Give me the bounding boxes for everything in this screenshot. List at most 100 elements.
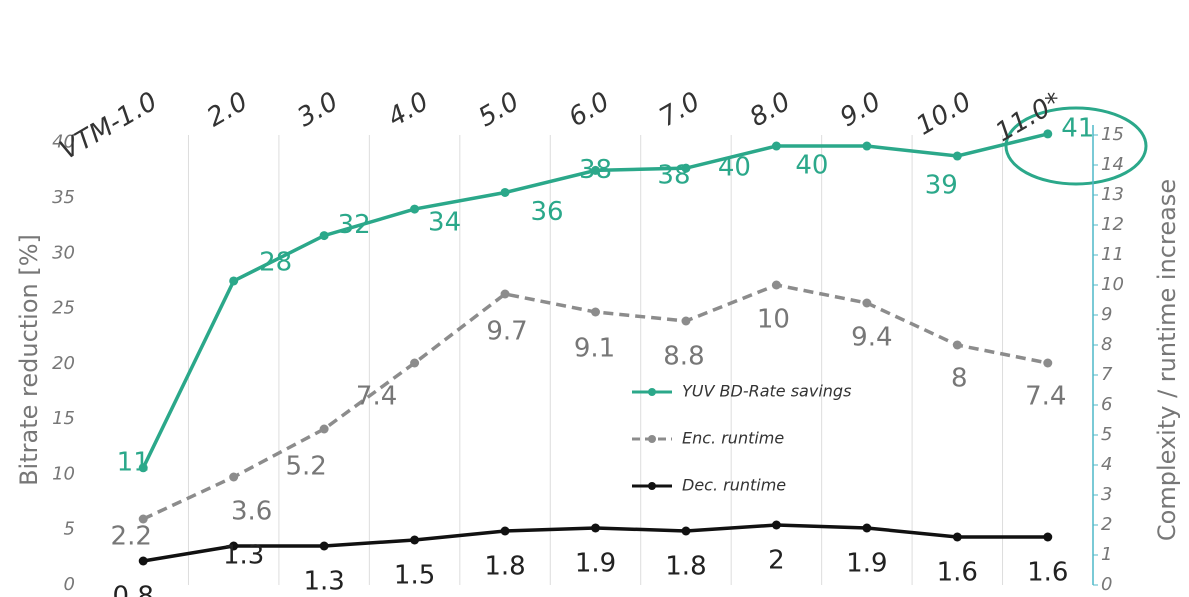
data-label: 28 [259, 247, 292, 277]
data-point [771, 520, 781, 530]
data-label: 8.8 [663, 342, 704, 372]
data-label: 1.8 [665, 552, 706, 582]
data-point [410, 358, 420, 368]
data-label: 1.9 [575, 549, 616, 579]
data-label: 0.8 [113, 582, 154, 597]
data-label: 1.3 [303, 567, 344, 597]
y2-tick-label: 12 [1101, 214, 1124, 235]
data-point [1043, 358, 1053, 368]
data-point [681, 316, 691, 326]
x-tick-label: 9.0 [835, 87, 886, 134]
data-point [862, 141, 872, 151]
legend-label: Dec. runtime [682, 476, 786, 495]
data-point [319, 231, 329, 241]
data-point [771, 280, 781, 290]
data-point [681, 163, 691, 173]
y2-tick-label: 10 [1101, 274, 1124, 295]
data-point [138, 556, 148, 566]
y-tick-label: 25 [52, 298, 75, 319]
data-label: 38 [579, 155, 612, 185]
y-axis-label: Bitrate reduction [%] [15, 234, 43, 486]
x-tick-label: 8.0 [745, 87, 796, 134]
x-tick-label: 6.0 [564, 87, 615, 134]
y-tick-label: 40 [52, 132, 75, 153]
data-point [319, 424, 329, 434]
y2-tick-label: 14 [1101, 154, 1124, 175]
x-tick-label: 10.0 [911, 87, 976, 142]
data-label: 8 [951, 364, 968, 394]
data-point [500, 526, 510, 536]
data-label: 40 [795, 151, 828, 181]
data-label: 38 [657, 161, 690, 191]
legend-marker [648, 435, 656, 443]
data-point [952, 151, 962, 161]
y2-tick-label: 5 [1101, 424, 1112, 445]
data-point [229, 472, 239, 482]
data-point [319, 541, 329, 551]
y-tick-label: 30 [52, 242, 75, 263]
data-label: 9.4 [851, 323, 892, 353]
highlight-ellipse [1004, 106, 1148, 186]
data-point [591, 307, 600, 317]
legend-label: YUV BD-Rate savings [682, 382, 851, 401]
data-label: 41 [1061, 113, 1094, 143]
y-tick-label: 20 [52, 353, 75, 374]
x-tick-label: 7.0 [654, 87, 705, 134]
data-label: 3.6 [231, 497, 272, 527]
y2-tick-label: 7 [1101, 364, 1113, 385]
data-label: 32 [338, 210, 371, 240]
data-label: 40 [718, 153, 751, 183]
legend-marker [648, 482, 656, 490]
data-point [410, 535, 420, 545]
y2-tick-label: 4 [1101, 454, 1112, 475]
y2-tick-label: 9 [1101, 304, 1112, 325]
data-point [952, 532, 962, 542]
y-tick-label: 35 [52, 187, 75, 208]
data-label: 11 [117, 447, 150, 477]
y2-axis-label: Complexity / runtime increase [1153, 179, 1181, 541]
legend-label: Enc. runtime [682, 429, 784, 448]
data-label: 34 [428, 208, 461, 238]
data-point [138, 463, 148, 473]
x-tick-label: 3.0 [293, 87, 344, 134]
data-label: 36 [530, 197, 563, 227]
y2-tick-label: 1 [1101, 544, 1112, 565]
data-label: 7.4 [356, 382, 397, 412]
data-point [1043, 532, 1053, 542]
y2-tick-label: 0 [1101, 574, 1112, 595]
y-tick-label: 15 [52, 408, 75, 429]
data-point [500, 289, 510, 299]
data-label: 7.4 [1025, 382, 1066, 412]
y-tick-label: 0 [64, 574, 75, 595]
x-tick-label: 4.0 [383, 87, 434, 134]
data-label: 5.2 [285, 452, 326, 482]
data-label: 1.9 [846, 549, 887, 579]
y2-tick-label: 13 [1101, 184, 1124, 205]
data-label: 1.6 [937, 558, 978, 588]
data-label: 1.3 [223, 541, 264, 571]
data-point [229, 276, 239, 286]
data-point [500, 187, 510, 197]
data-point [771, 141, 781, 151]
y-tick-label: 10 [52, 463, 75, 484]
y2-tick-label: 2 [1101, 514, 1112, 535]
data-label: 10 [757, 305, 790, 335]
data-label: 1.6 [1027, 558, 1068, 588]
y-tick-label: 5 [64, 519, 75, 540]
data-point [138, 514, 148, 524]
data-label: 2 [768, 546, 785, 576]
data-point [591, 165, 600, 175]
data-label: 39 [925, 171, 958, 201]
y2-tick-label: 8 [1101, 334, 1112, 355]
data-label: 1.8 [484, 552, 525, 582]
y2-tick-label: 6 [1101, 394, 1112, 415]
y2-tick-label: 11 [1101, 244, 1124, 265]
data-point [591, 523, 600, 533]
data-point [410, 204, 420, 214]
data-label: 9.1 [574, 334, 615, 364]
x-tick-label: VTM-1.0 [55, 87, 163, 166]
data-point [229, 541, 239, 551]
legend-marker [648, 388, 656, 396]
data-label: 2.2 [111, 522, 152, 552]
